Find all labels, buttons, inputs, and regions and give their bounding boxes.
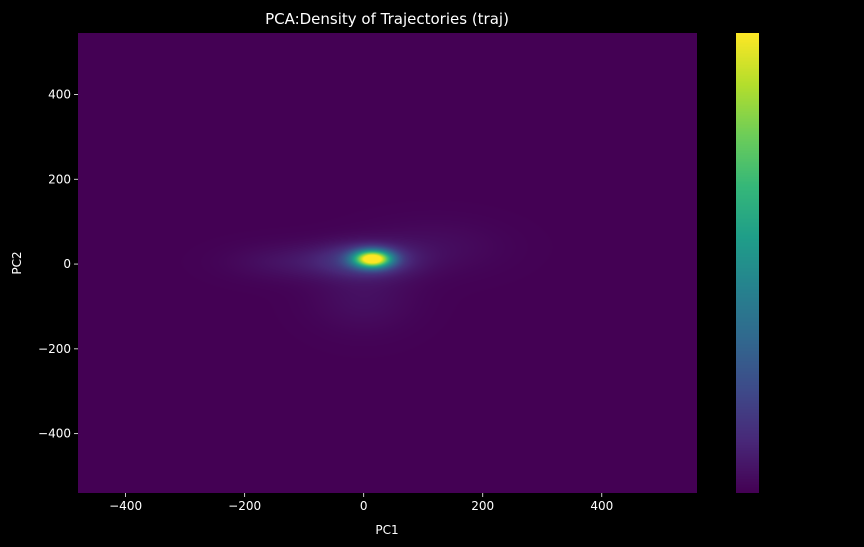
- x-tick-label: 200: [471, 499, 494, 513]
- x-axis-label: PC1: [375, 523, 398, 537]
- y-axis-label: PC2: [10, 251, 24, 274]
- x-axis-ticks: −400 −200 0 200 400: [109, 493, 613, 513]
- x-tick-label: −400: [109, 499, 142, 513]
- colorbar: [736, 33, 759, 493]
- x-tick-label: 400: [590, 499, 613, 513]
- y-axis-ticks: −400 −200 0 200 400: [38, 87, 78, 441]
- y-tick-label: −200: [38, 342, 71, 356]
- y-tick-label: 400: [48, 87, 71, 101]
- y-tick-label: −400: [38, 427, 71, 441]
- chart-title: PCA:Density of Trajectories (traj): [265, 10, 509, 28]
- x-tick-label: 0: [360, 499, 368, 513]
- y-tick-label: 200: [48, 172, 71, 186]
- y-tick-label: 0: [63, 257, 71, 271]
- x-tick-label: −200: [228, 499, 261, 513]
- density-heatmap: [78, 33, 697, 493]
